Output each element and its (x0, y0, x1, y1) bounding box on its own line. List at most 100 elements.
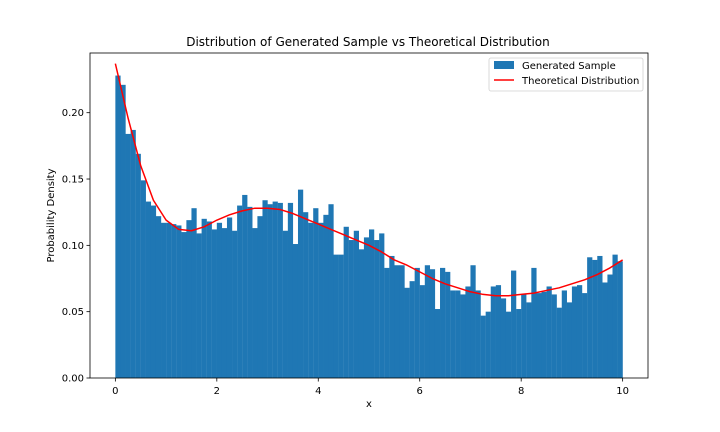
histogram-bar (536, 293, 542, 378)
x-tick-label: 0 (112, 386, 118, 397)
histogram-bar (282, 230, 288, 378)
histogram-bar (267, 204, 273, 378)
histogram-bar (399, 265, 405, 378)
histogram-bar (181, 232, 187, 378)
histogram-bar (531, 267, 537, 378)
histogram-bar (429, 269, 436, 378)
theoretical-line-group (114, 63, 624, 297)
y-tick-label: 0.05 (62, 307, 84, 318)
histogram-bar (125, 133, 131, 378)
histogram-bar (495, 285, 502, 378)
histogram-bar (445, 271, 451, 378)
histogram-bar (292, 244, 299, 378)
histogram-bar (505, 311, 512, 378)
histogram-bar (587, 257, 593, 378)
legend-swatch-generated-sample (494, 61, 514, 69)
histogram-bar (434, 309, 441, 378)
histogram-bar (130, 129, 136, 378)
histogram-bar (297, 189, 304, 378)
histogram-bar (424, 265, 431, 378)
histogram-bar (287, 202, 294, 378)
y-tick-label: 0.15 (62, 175, 84, 186)
histogram-bar (150, 205, 157, 378)
histogram-bar (440, 267, 446, 378)
histogram-bar (232, 230, 238, 378)
histogram-bar (475, 290, 481, 378)
histogram-bar (216, 222, 223, 378)
histogram-bar (404, 287, 410, 378)
x-tick-label: 8 (518, 386, 524, 397)
histogram-bar (145, 201, 152, 378)
histogram-bar (252, 228, 258, 378)
histogram-bar (120, 84, 126, 378)
histogram-bar (419, 285, 425, 378)
histogram-bar (186, 220, 192, 378)
histogram-bar (612, 254, 618, 378)
theoretical-distribution-line (114, 63, 624, 297)
histogram-bar (470, 265, 476, 378)
histogram-bar (237, 205, 243, 378)
histogram-bar (166, 222, 172, 378)
histogram-bar (566, 302, 573, 378)
histogram-bar (607, 274, 613, 378)
histogram-bar (333, 254, 339, 378)
histogram-bar (617, 261, 623, 378)
histogram-bar (338, 254, 344, 378)
histogram-bar (176, 225, 182, 378)
legend-frame (488, 57, 644, 92)
histogram-bar (592, 259, 598, 378)
histogram-bar (272, 201, 278, 378)
histogram-bar (511, 270, 517, 378)
histogram-bar (348, 240, 354, 378)
x-tick-label: 6 (417, 386, 423, 397)
chart-title: Distribution of Generated Sample vs Theo… (186, 35, 550, 49)
histogram-bar (161, 222, 167, 378)
histogram-bar (140, 180, 146, 378)
histogram-bar (460, 294, 466, 378)
histogram-bar (379, 233, 385, 378)
histogram-bar (526, 302, 532, 378)
histogram-bar (353, 230, 359, 378)
histogram-bar (115, 75, 121, 379)
histogram-bar (414, 267, 420, 378)
plot-frame (89, 52, 649, 379)
histogram-bar (242, 194, 248, 378)
y-tick-label: 0.20 (62, 108, 84, 119)
x-axis-label: x (366, 399, 372, 410)
histogram-bar (516, 309, 522, 378)
x-tick-label: 10 (616, 386, 629, 397)
x-tick-label: 2 (214, 386, 220, 397)
histogram-bar (226, 217, 233, 378)
histogram-bar (521, 294, 527, 378)
histogram-bar (323, 214, 329, 378)
histogram-bar (551, 294, 557, 378)
histogram-bar (135, 153, 141, 378)
histogram-bar (480, 315, 486, 378)
histogram-bar (247, 206, 253, 378)
histogram-bar (546, 286, 552, 378)
histogram-bar (561, 290, 567, 378)
histogram-bar (196, 233, 202, 378)
histogram-bar (328, 204, 334, 378)
legend-label-theoretical-distribution: Theoretical Distribution (521, 76, 639, 87)
histogram-bar (206, 221, 212, 378)
histogram-bar (450, 290, 456, 378)
histogram-bars (115, 75, 623, 379)
histogram-bar (597, 255, 603, 378)
histogram-bar (318, 222, 324, 378)
legend: Generated Sample Theoretical Distributio… (488, 57, 644, 92)
histogram-bar (343, 226, 349, 378)
histogram-bar (358, 249, 365, 378)
histogram-bar (369, 229, 375, 378)
histogram-bar (485, 311, 491, 378)
histogram-bar (465, 286, 471, 378)
x-axis-ticks: 0 2 4 6 8 10 (112, 378, 629, 397)
x-tick-label: 4 (315, 386, 321, 397)
y-axis-label: Probability Density (46, 168, 57, 262)
histogram-bar (313, 208, 319, 378)
histogram-bar (409, 281, 415, 378)
histogram-bar (221, 228, 228, 378)
histogram-bar (571, 286, 578, 378)
histogram-bar (308, 222, 314, 378)
